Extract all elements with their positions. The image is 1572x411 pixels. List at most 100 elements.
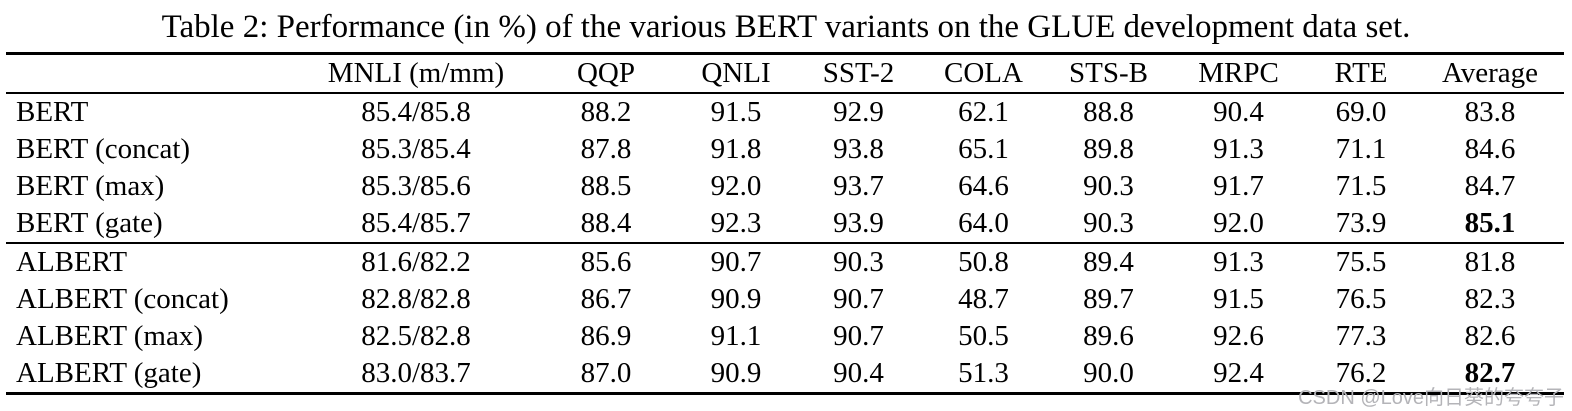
cell-average-best: 85.1 <box>1464 207 1516 239</box>
cell-average: 84.7 <box>1464 170 1516 202</box>
cell-mrpc: 92.4 <box>1213 357 1264 389</box>
cell-cola: 50.5 <box>958 320 1009 352</box>
cell-model: BERT (concat) <box>16 133 191 165</box>
cell-rte: 71.1 <box>1335 133 1387 165</box>
table-row-bert-concat: BERT (concat) 85.3/85.4 87.8 91.8 93.8 6… <box>6 131 1564 168</box>
cell-rte: 77.3 <box>1335 320 1387 352</box>
cell-rte: 71.5 <box>1335 170 1387 202</box>
cell-cola: 64.6 <box>958 170 1009 202</box>
cell-qnli: 92.3 <box>710 207 762 239</box>
cell-mrpc: 92.0 <box>1213 207 1264 239</box>
cell-sst2: 93.8 <box>833 133 884 165</box>
cell-mrpc: 91.7 <box>1213 170 1264 202</box>
cell-sst2: 92.9 <box>833 96 884 128</box>
cell-model: BERT (max) <box>16 170 165 202</box>
col-header-model <box>6 54 296 94</box>
cell-mnli: 85.4/85.8 <box>361 96 471 128</box>
col-header-cola: COLA <box>944 57 1023 89</box>
cell-stsb: 90.3 <box>1083 170 1134 202</box>
cell-mnli: 85.3/85.6 <box>361 170 471 202</box>
cell-average: 81.8 <box>1464 246 1516 278</box>
results-table: MNLI (m/mm) QQP QNLI SST-2 COLA STS-B MR… <box>6 52 1564 395</box>
cell-model: ALBERT (gate) <box>16 357 202 389</box>
cell-qqp: 88.5 <box>580 170 632 202</box>
cell-qqp: 87.0 <box>580 357 632 389</box>
cell-stsb: 88.8 <box>1083 96 1134 128</box>
cell-sst2: 93.9 <box>833 207 884 239</box>
cell-mrpc: 92.6 <box>1213 320 1264 352</box>
cell-qnli: 91.8 <box>710 133 762 165</box>
cell-qqp: 88.2 <box>580 96 632 128</box>
cell-mrpc: 91.3 <box>1213 246 1264 278</box>
cell-model: BERT (gate) <box>16 207 163 239</box>
table-row-albert-max: ALBERT (max) 82.5/82.8 86.9 91.1 90.7 50… <box>6 318 1564 355</box>
cell-model: BERT <box>16 96 89 128</box>
cell-cola: 51.3 <box>958 357 1009 389</box>
cell-sst2: 90.7 <box>833 320 884 352</box>
cell-stsb: 89.8 <box>1083 133 1134 165</box>
cell-average: 82.3 <box>1464 283 1516 315</box>
cell-qnli: 90.9 <box>710 357 762 389</box>
col-header-stsb: STS-B <box>1069 57 1148 89</box>
cell-qqp: 86.7 <box>580 283 632 315</box>
col-header-qnli: QNLI <box>701 57 771 89</box>
cell-average-best: 82.7 <box>1464 357 1516 389</box>
cell-cola: 50.8 <box>958 246 1009 278</box>
cell-rte: 69.0 <box>1335 96 1387 128</box>
col-header-rte: RTE <box>1334 57 1388 89</box>
cell-stsb: 90.3 <box>1083 207 1134 239</box>
cell-sst2: 90.4 <box>833 357 884 389</box>
cell-qqp: 85.6 <box>580 246 632 278</box>
cell-cola: 65.1 <box>958 133 1009 165</box>
col-header-sst2: SST-2 <box>822 57 895 89</box>
cell-stsb: 89.6 <box>1083 320 1134 352</box>
cell-cola: 64.0 <box>958 207 1009 239</box>
cell-stsb: 90.0 <box>1083 357 1134 389</box>
bert-group: BERT 85.4/85.8 88.2 91.5 92.9 62.1 88.8 … <box>6 93 1564 243</box>
cell-mnli: 85.3/85.4 <box>361 133 471 165</box>
col-header-qqp: QQP <box>576 57 635 89</box>
cell-model: ALBERT (concat) <box>16 283 229 315</box>
cell-mrpc: 90.4 <box>1213 96 1264 128</box>
table-row-albert-gate: ALBERT (gate) 83.0/83.7 87.0 90.9 90.4 5… <box>6 355 1564 394</box>
albert-group: ALBERT 81.6/82.2 85.6 90.7 90.3 50.8 89.… <box>6 243 1564 394</box>
cell-stsb: 89.7 <box>1083 283 1134 315</box>
cell-model: ALBERT <box>16 246 128 278</box>
cell-rte: 76.5 <box>1335 283 1387 315</box>
col-header-mnli: MNLI (m/mm) <box>327 57 505 89</box>
table-row-bert: BERT 85.4/85.8 88.2 91.5 92.9 62.1 88.8 … <box>6 93 1564 131</box>
cell-mrpc: 91.5 <box>1213 283 1264 315</box>
cell-cola: 62.1 <box>958 96 1009 128</box>
cell-sst2: 90.7 <box>833 283 884 315</box>
cell-average: 83.8 <box>1464 96 1516 128</box>
cell-average: 82.6 <box>1464 320 1516 352</box>
cell-qqp: 87.8 <box>580 133 632 165</box>
cell-mnli: 82.8/82.8 <box>361 283 471 315</box>
cell-model: ALBERT (max) <box>16 320 203 352</box>
cell-mnli: 85.4/85.7 <box>361 207 471 239</box>
cell-qnli: 90.7 <box>710 246 762 278</box>
cell-mnli: 81.6/82.2 <box>361 246 471 278</box>
cell-sst2: 93.7 <box>833 170 884 202</box>
table-row-bert-max: BERT (max) 85.3/85.6 88.5 92.0 93.7 64.6… <box>6 168 1564 205</box>
cell-qnli: 90.9 <box>710 283 762 315</box>
table-caption: Table 2: Performance (in %) of the vario… <box>161 9 1411 45</box>
col-header-mrpc: MRPC <box>1198 57 1279 89</box>
cell-stsb: 89.4 <box>1083 246 1134 278</box>
table-row-bert-gate: BERT (gate) 85.4/85.7 88.4 92.3 93.9 64.… <box>6 205 1564 243</box>
cell-mnli: 82.5/82.8 <box>361 320 471 352</box>
cell-cola: 48.7 <box>958 283 1009 315</box>
cell-sst2: 90.3 <box>833 246 884 278</box>
cell-qqp: 86.9 <box>580 320 632 352</box>
cell-qqp: 88.4 <box>580 207 632 239</box>
table-row-albert: ALBERT 81.6/82.2 85.6 90.7 90.3 50.8 89.… <box>6 243 1564 281</box>
table-row-albert-concat: ALBERT (concat) 82.8/82.8 86.7 90.9 90.7… <box>6 281 1564 318</box>
cell-mnli: 83.0/83.7 <box>361 357 471 389</box>
cell-qnli: 91.5 <box>710 96 762 128</box>
cell-qnli: 92.0 <box>710 170 762 202</box>
cell-rte: 75.5 <box>1335 246 1387 278</box>
cell-average: 84.6 <box>1464 133 1516 165</box>
cell-rte: 76.2 <box>1335 357 1387 389</box>
header-row: MNLI (m/mm) QQP QNLI SST-2 COLA STS-B MR… <box>6 53 1564 94</box>
cell-rte: 73.9 <box>1335 207 1387 239</box>
